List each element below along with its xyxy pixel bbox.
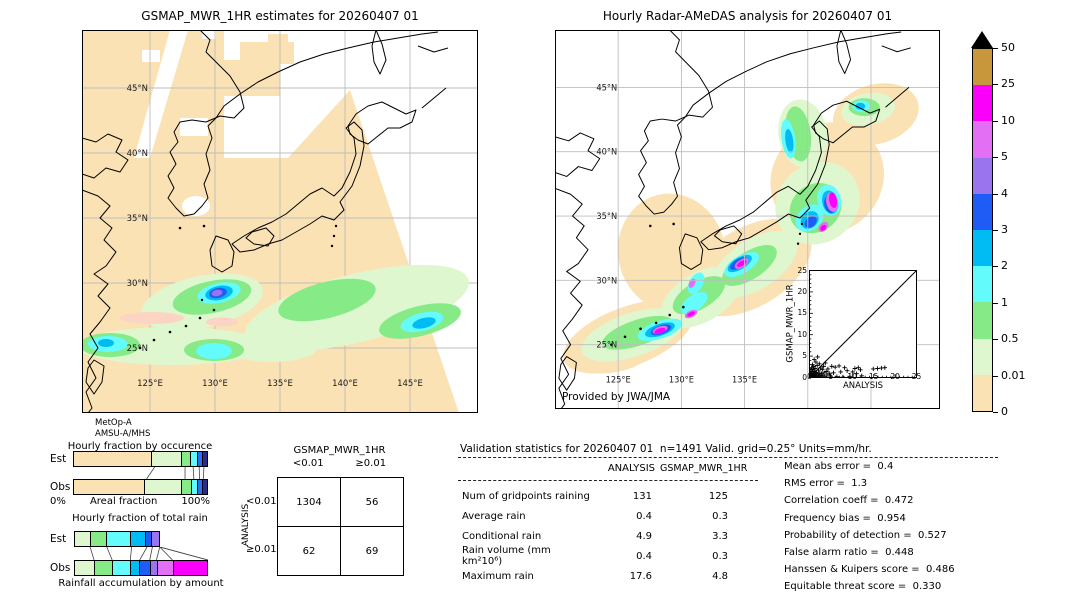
inset-x-axis-label: ANALYSIS — [842, 381, 884, 391]
column-header-gsmap: GSMAP_MWR_1HR — [660, 463, 748, 474]
gsmap-estimate-map: 45°N 40°N 35°N 30°N 25°N 125°E 130°E 135… — [82, 30, 478, 413]
rain-shading — [82, 264, 469, 365]
colorbar-labels: 50 25 10 5 4 3 2 1 0.5 0.01 0 — [993, 41, 1043, 418]
lat-label: 30°N — [596, 275, 617, 285]
lat-label: 30°N — [127, 279, 148, 289]
totalrain-obs-bar — [74, 560, 208, 576]
score-line: Mean abs error = 0.4 — [784, 461, 894, 472]
table-row: 1304 56 — [278, 478, 403, 526]
validation-row: Maximum rain 17.6 4.8 — [462, 570, 728, 582]
validation-row: Average rain 0.4 0.3 — [462, 510, 728, 522]
totalrain-caption: Rainfall accumulation by amount — [58, 578, 224, 589]
validation-row: Num of gridpoints raining 131 125 — [462, 490, 728, 502]
occurrence-connectors — [146, 467, 205, 479]
table-row: 62 69 — [278, 526, 403, 575]
inset-y-tick: 20 — [797, 286, 807, 296]
validation-title: Validation statistics for 20260407 01 n=… — [460, 443, 872, 455]
lat-label: 35°N — [127, 214, 148, 224]
score-line: False alarm ratio = 0.448 — [784, 547, 914, 558]
validation-row: Rain volume (mm km²10⁶) 0.4 0.3 — [462, 545, 728, 567]
lat-label: 25°N — [127, 344, 148, 354]
inset-y-tick: 5 — [802, 351, 807, 361]
score-line: Correlation coeff = 0.472 — [784, 495, 914, 507]
inset-x-tick: 0 — [807, 372, 812, 381]
gridlines — [555, 30, 940, 409]
coastlines — [82, 30, 449, 413]
occurrence-obs-bar — [73, 479, 208, 495]
inset-y-tick: 0 — [802, 372, 807, 382]
contingency-col-labels: <0.01 ≥0.01 — [277, 458, 402, 469]
score-line: Equitable threat score = 0.330 — [784, 581, 942, 593]
axis-title: Areal fraction — [89, 496, 158, 507]
totalrain-connectors — [89, 547, 208, 560]
inset-x-tick: 5 — [828, 372, 834, 381]
hit-miss-cell: 62 — [302, 545, 316, 557]
contingency-table: 1304 56 62 69 — [277, 477, 404, 576]
hit-miss-cell: 56 — [340, 478, 403, 526]
inset-y-tick: 10 — [797, 329, 807, 339]
est-row-label: Est — [50, 533, 67, 545]
lon-label: 135°E — [267, 379, 293, 389]
lat-label: 40°N — [596, 147, 617, 157]
lon-label: 140°E — [332, 379, 358, 389]
occurrence-est-bar — [73, 451, 208, 467]
lon-label: 130°E — [202, 379, 228, 389]
score-line: Hanssen & Kuipers score = 0.486 — [784, 564, 955, 576]
lat-label: 25°N — [596, 340, 617, 350]
score-line: Frequency bias = 0.954 — [784, 512, 906, 524]
hit-miss-cell: 69 — [340, 527, 403, 575]
row-label: ≥0.01 — [246, 544, 277, 555]
inset-x-tick: 25 — [911, 372, 922, 381]
divider — [458, 457, 998, 458]
source-sensor-label: AMSU-A/MHS — [95, 429, 151, 439]
colorbar-overflow-triangle — [971, 31, 993, 48]
lat-label: 40°N — [127, 149, 148, 159]
lon-label: 125°E — [137, 379, 163, 389]
lon-label: 145°E — [397, 379, 423, 389]
axis-min: 0% — [50, 496, 66, 507]
colorbar — [972, 48, 993, 412]
est-row-label: Est — [50, 453, 67, 465]
occurrence-axis: 0% Areal fraction 100% — [50, 496, 210, 507]
lat-label: 45°N — [127, 84, 148, 94]
inset-x-tick: 15 — [868, 372, 879, 381]
validation-row: Conditional rain 4.9 3.3 — [462, 530, 728, 542]
score-line: RMS error = 1.3 — [784, 478, 868, 490]
col-label: ≥0.01 — [355, 458, 387, 469]
lat-label: 35°N — [596, 211, 617, 221]
obs-row-label: Obs — [50, 562, 71, 574]
lat-label: 45°N — [596, 82, 617, 92]
occurrence-title: Hourly fraction by occurence — [67, 441, 213, 452]
column-header-analysis: ANALYSIS — [607, 463, 655, 474]
contingency-col-title: GSMAP_MWR_1HR — [293, 445, 386, 456]
totalrain-title: Hourly fraction of total rain — [72, 513, 208, 524]
divider — [458, 480, 758, 481]
lon-label: 130°E — [669, 374, 694, 384]
inset-x-tick: 20 — [890, 372, 900, 381]
coastlines — [555, 30, 911, 409]
credit-text: Provided by JWA/JMA — [562, 391, 671, 403]
col-label: <0.01 — [292, 458, 324, 469]
obs-row-label: Obs — [50, 481, 71, 493]
inset-y-tick: 15 — [797, 308, 807, 318]
row-label: <0.01 — [246, 496, 277, 507]
lon-label: 135°E — [732, 374, 757, 384]
rain-shading — [563, 83, 919, 374]
right-map-title: Hourly Radar-AMeDAS analysis for 2026040… — [602, 9, 893, 23]
inset-y-tick: 25 — [797, 265, 807, 275]
inset-scatter-plot — [809, 270, 917, 378]
left-map-title: GSMAP_MWR_1HR estimates for 20260407 01 — [141, 9, 419, 23]
axis-max: 100% — [181, 496, 210, 507]
lon-label: 125°E — [606, 374, 631, 384]
score-line: Probability of detection = 0.527 — [784, 529, 947, 541]
totalrain-est-bar — [74, 531, 208, 547]
source-satellite-label: MetOp-A — [95, 418, 132, 428]
inset-x-tick: 10 — [847, 372, 858, 381]
hit-miss-cell: 1304 — [296, 496, 322, 508]
